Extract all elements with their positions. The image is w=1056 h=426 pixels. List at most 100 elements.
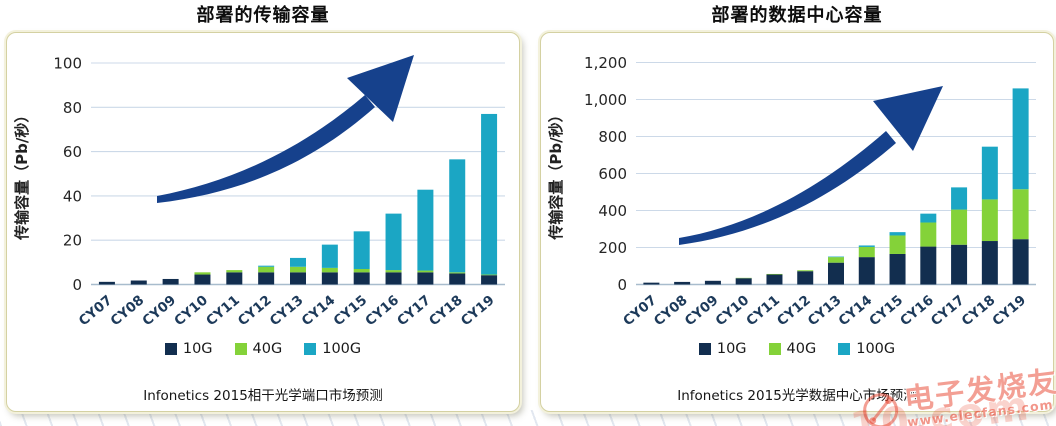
legend-item-100g: 100G xyxy=(304,341,361,357)
bar-segment-CY10-10G xyxy=(194,274,211,285)
chart-legend-left: 10G 40G 100G xyxy=(7,341,519,357)
bar-segment-CY17-10G xyxy=(951,244,968,285)
bar-segment-CY11-10G xyxy=(766,274,783,285)
bar-segment-CY12-40G xyxy=(258,266,275,273)
y-tick-label: 20 xyxy=(63,232,82,250)
bar-segment-CY12-10G xyxy=(258,272,275,285)
x-tick-label: CY07 xyxy=(620,292,660,329)
legend-label-10g: 10G xyxy=(182,341,213,357)
bar-segment-CY10-10G xyxy=(735,278,752,285)
bar-segment-CY18-100G xyxy=(981,146,998,200)
legend-label-10g: 10G xyxy=(716,341,747,357)
bar-segment-CY14-100G xyxy=(858,245,875,247)
legend-item-100g: 100G xyxy=(838,341,895,357)
x-tick-label: CY18 xyxy=(959,292,999,329)
growth-arrow xyxy=(679,86,943,245)
gridlines: 0 20 40 60 80 100 xyxy=(53,55,505,294)
bar-segment-CY14-100G xyxy=(321,244,338,268)
bars xyxy=(643,88,1029,285)
x-tick-label: CY08 xyxy=(108,292,148,329)
panel-transmission-capacity: 部署的传输容量 0 20 40 60 80 100 传输容量（Pb/秒） CY07 CY08 CY… xyxy=(6,2,520,420)
x-tick-label: CY16 xyxy=(362,292,402,329)
y-tick-label: 1,200 xyxy=(584,54,627,72)
bar-segment-CY19-100G xyxy=(481,113,498,275)
x-tick-label: CY08 xyxy=(651,292,691,329)
bar-segment-CY15-100G xyxy=(353,231,370,269)
y-axis-title: 传输容量（Pb/秒） xyxy=(13,108,31,241)
bar-segment-CY18-10G xyxy=(449,273,466,285)
y-tick-label: 0 xyxy=(72,276,82,294)
y-tick-label: 0 xyxy=(617,276,627,294)
legend-label-100g: 100G xyxy=(856,341,896,357)
bar-segment-CY08-10G xyxy=(130,280,147,285)
bar-segment-CY13-100G xyxy=(290,257,306,267)
bar-segment-CY17-40G xyxy=(417,270,434,273)
bar-segment-CY10-40G xyxy=(194,272,211,275)
y-tick-label: 400 xyxy=(598,202,627,220)
bar-segment-CY09-10G xyxy=(704,280,721,285)
bar-segment-CY11-40G xyxy=(226,270,243,273)
gridlines: 0 200 400 600 800 1,000 1,200 xyxy=(584,54,1036,294)
y-tick-label: 60 xyxy=(63,143,82,161)
bar-segment-CY17-100G xyxy=(417,189,434,271)
bar-segment-CY18-100G xyxy=(449,159,466,273)
x-tick-label: CY16 xyxy=(897,292,937,329)
bar-segment-CY11-40G xyxy=(766,273,783,275)
legend-swatch-40g-icon xyxy=(768,343,781,355)
y-tick-label: 100 xyxy=(53,55,82,73)
x-tick-label: CY14 xyxy=(836,292,876,329)
bar-segment-CY12-10G xyxy=(797,271,814,285)
growth-arrow xyxy=(157,55,414,203)
legend-swatch-40g-icon xyxy=(234,343,247,355)
legend-swatch-100g-icon xyxy=(304,343,317,355)
bar-segment-CY12-100G xyxy=(258,265,275,267)
bar-segment-CY15-10G xyxy=(353,272,370,285)
y-tick-label: 600 xyxy=(598,165,627,183)
x-tick-label: CY18 xyxy=(426,292,466,329)
x-tick-label: CY11 xyxy=(203,292,243,329)
bar-segment-CY16-40G xyxy=(920,222,937,247)
bar-segment-CY12-40G xyxy=(797,270,814,272)
bar-segment-CY19-10G xyxy=(1012,239,1029,285)
legend-label-100g: 100G xyxy=(322,341,362,357)
bar-segment-CY17-10G xyxy=(417,272,434,285)
legend-label-40g: 40G xyxy=(252,341,283,357)
bar-segment-CY16-100G xyxy=(920,213,937,223)
panel-datacenter-capacity: 部署的数据中心容量 0 200 400 600 800 1,000 1,200 传输容量（Pb… xyxy=(540,2,1054,420)
bars xyxy=(98,113,498,285)
x-tick-label: CY13 xyxy=(267,292,307,329)
x-tick-label: CY12 xyxy=(235,292,275,329)
bar-segment-CY13-100G xyxy=(828,256,844,258)
legend-item-10g: 10G xyxy=(698,341,747,357)
y-axis-title: 传输容量（Pb/秒） xyxy=(547,107,565,240)
bar-segment-CY13-10G xyxy=(828,262,844,285)
y-tick-label: 1,000 xyxy=(584,91,627,109)
x-tick-label: CY19 xyxy=(458,292,498,329)
bar-segment-CY16-100G xyxy=(385,213,402,271)
bar-segment-CY13-40G xyxy=(290,266,306,273)
x-tick-label: CY10 xyxy=(171,292,211,329)
x-tick-label: CY13 xyxy=(805,292,845,329)
bar-segment-CY15-100G xyxy=(889,232,906,236)
bar-segment-CY08-10G xyxy=(674,281,691,285)
bar-segment-CY16-10G xyxy=(385,272,402,285)
bar-segment-CY14-10G xyxy=(321,272,338,285)
bar-segment-CY19-100G xyxy=(1012,88,1029,190)
x-tick-label: CY15 xyxy=(330,292,370,329)
legend-item-40g: 40G xyxy=(768,341,817,357)
x-tick-label: CY11 xyxy=(743,292,783,329)
x-tick-label: CY09 xyxy=(682,292,722,329)
legend-item-10g: 10G xyxy=(164,341,213,357)
y-tick-label: 200 xyxy=(598,239,627,257)
bar-segment-CY16-40G xyxy=(385,270,402,273)
legend-label-40g: 40G xyxy=(786,341,817,357)
chart-legend-right: 10G 40G 100G xyxy=(541,341,1053,357)
x-tick-label: CY17 xyxy=(394,292,434,329)
bar-segment-CY17-100G xyxy=(951,187,968,210)
x-tick-label: CY12 xyxy=(774,292,814,329)
chart-title-left: 部署的传输容量 xyxy=(196,5,330,26)
bar-segment-CY11-10G xyxy=(226,272,243,285)
background-stripes xyxy=(0,410,1056,426)
legend-swatch-100g-icon xyxy=(838,343,851,355)
